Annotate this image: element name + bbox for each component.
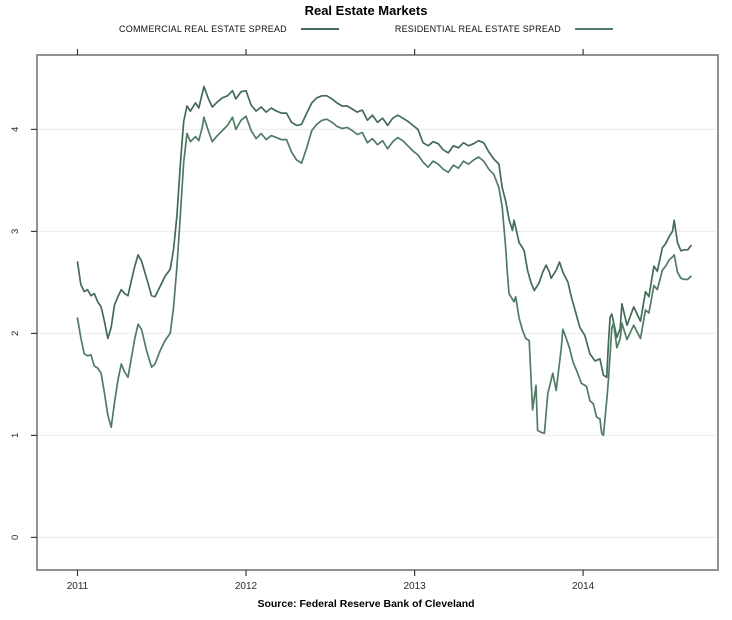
chart-title: Real Estate Markets (304, 3, 428, 18)
y-tick-label-2: 2 (10, 331, 21, 336)
y-tick-label-1: 1 (10, 433, 21, 438)
chart-legend: COMMERCIAL REAL ESTATE SPREAD RESIDENTIA… (0, 22, 732, 36)
y-tick-label-0: 0 (10, 535, 21, 540)
y-tick-label-3: 3 (10, 229, 21, 234)
legend-label-residential: RESIDENTIAL REAL ESTATE SPREAD (394, 24, 561, 34)
series-line-commercial (76, 85, 692, 379)
x-tick-label-2012: 2012 (235, 581, 258, 592)
legend-label-commercial: COMMERCIAL REAL ESTATE SPREAD (119, 24, 287, 34)
x-tick-label-2014: 2014 (572, 581, 595, 592)
plot-border (36, 54, 719, 571)
source-note: Source: Federal Reserve Bank of Clevelan… (257, 598, 475, 610)
legend-line-swatch-commercial (300, 28, 339, 30)
series-line-residential (76, 115, 692, 437)
x-tick-label-2011: 2011 (67, 581, 89, 592)
x-tick-label-2013: 2013 (403, 581, 426, 592)
legend-line-swatch-residential (574, 28, 613, 30)
y-tick-label-4: 4 (10, 127, 21, 132)
legend-item-commercial: COMMERCIAL REAL ESTATE SPREAD (119, 24, 339, 34)
legend-item-residential: RESIDENTIAL REAL ESTATE SPREAD (395, 24, 613, 34)
